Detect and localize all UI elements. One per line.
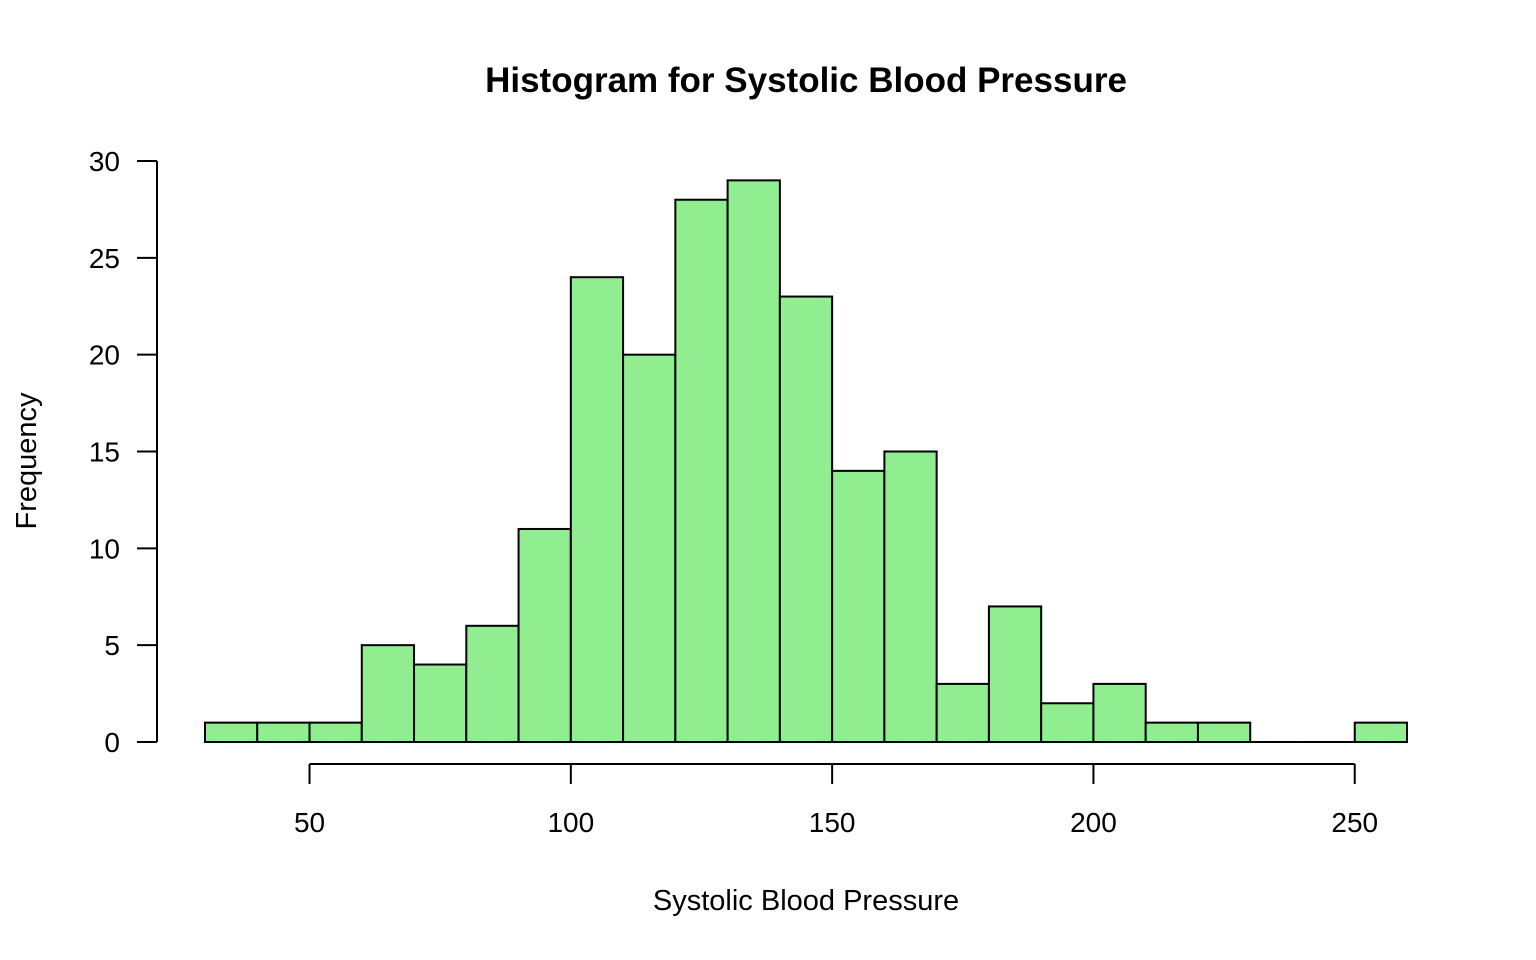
- histogram-bar: [1092, 682, 1147, 744]
- histogram-bar: [831, 469, 886, 743]
- y-tick-label: 0: [104, 727, 120, 758]
- y-tick-label: 15: [89, 437, 120, 468]
- histogram-bar: [674, 198, 729, 743]
- histogram-bar: [204, 721, 259, 744]
- histogram-bar: [1144, 721, 1199, 744]
- x-tick-label: 100: [547, 807, 594, 838]
- histogram-bar: [726, 179, 781, 744]
- y-tick-label: 10: [89, 533, 120, 564]
- y-tick-label: 5: [104, 630, 120, 661]
- histogram-bar: [1040, 702, 1095, 743]
- bars-group: [204, 179, 1409, 744]
- histogram-bar: [308, 721, 363, 744]
- histogram-bar: [517, 527, 572, 744]
- histogram-bar: [465, 624, 520, 743]
- x-tick-label: 200: [1070, 807, 1117, 838]
- histogram-bar: [413, 663, 468, 743]
- histogram-bar: [360, 644, 416, 744]
- chart-title: Histogram for Systolic Blood Pressure: [485, 61, 1127, 100]
- y-axis-label: Frequency: [11, 392, 43, 530]
- x-tick-label: 150: [809, 807, 856, 838]
- histogram-bar: [1196, 721, 1252, 744]
- histogram-bar: [569, 276, 625, 743]
- histogram-bar: [256, 721, 311, 744]
- x-tick-label: 50: [294, 807, 325, 838]
- x-axis-label: Systolic Blood Pressure: [653, 885, 959, 917]
- histogram-bar: [883, 450, 938, 743]
- histogram-bar: [1353, 721, 1409, 744]
- histogram-bar: [622, 353, 677, 743]
- y-axis: 0 5 10 15 20 25 30: [89, 146, 158, 758]
- x-axis: 50 100 150 200 250: [294, 763, 1378, 838]
- y-tick-label: 25: [89, 243, 120, 274]
- histogram-bar: [778, 295, 834, 743]
- histogram-bar: [935, 682, 990, 744]
- y-tick-label: 20: [89, 340, 120, 371]
- histogram-bar: [987, 605, 1043, 744]
- x-tick-label: 250: [1331, 807, 1378, 838]
- y-tick-label: 30: [89, 146, 120, 177]
